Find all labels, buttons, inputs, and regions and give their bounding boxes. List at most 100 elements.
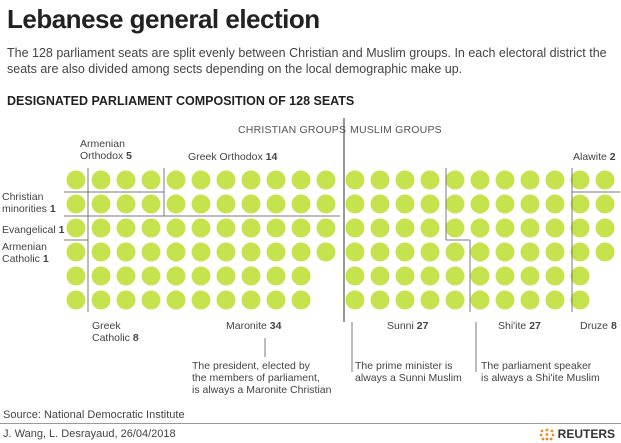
seat-muslim-37 [495, 170, 515, 190]
seat-christian-33 [191, 218, 211, 238]
seat-christian-12 [91, 290, 111, 310]
seat-christian-48 [241, 290, 261, 310]
footer-divider [0, 423, 621, 424]
seat-christian-20 [141, 194, 161, 214]
seat-muslim-28 [445, 242, 465, 262]
seat-muslim-10 [370, 242, 390, 262]
seat-muslim-20 [420, 194, 440, 214]
seat-christian-54 [266, 290, 286, 310]
label-alawite: Alawite 2 [573, 151, 616, 163]
seat-christian-10 [91, 242, 111, 262]
seat-muslim-45 [520, 218, 540, 238]
seat-christian-32 [191, 194, 211, 214]
seat-muslim-5 [345, 266, 365, 286]
seat-christian-42 [216, 290, 236, 310]
seat-muslim-29 [445, 266, 465, 286]
seat-muslim-26 [445, 194, 465, 214]
seat-muslim-46 [520, 242, 540, 262]
seat-christian-11 [91, 266, 111, 286]
seat-christian-17 [116, 266, 136, 286]
seat-muslim-60 [570, 290, 590, 310]
seat-christian-9 [91, 218, 111, 238]
seat-christian-3 [66, 218, 86, 238]
seat-muslim-18 [395, 290, 415, 310]
seat-christian-58 [291, 242, 311, 262]
seat-christian-2 [66, 194, 86, 214]
seat-christian-59 [291, 266, 311, 286]
label-armenian-catholic: Armenian Catholic 1 [2, 241, 49, 265]
page-title: Lebanese general election [7, 4, 320, 34]
label-sunni: Sunni 27 [387, 320, 429, 332]
annotation-shiite: The parliament speaker is always a Shi'it… [481, 360, 600, 384]
source-note: Source: National Democratic Institute [3, 409, 185, 421]
seat-muslim-51 [545, 218, 565, 238]
seat-muslim-48 [520, 290, 540, 310]
subtitle: The 128 parliament seats are split evenl… [7, 46, 607, 76]
seat-muslim-21 [420, 218, 440, 238]
seat-muslim-56 [570, 194, 590, 214]
seat-christian-15 [116, 218, 136, 238]
seat-muslim-17 [395, 266, 415, 286]
annotation-maronite: The president, elected by the members of … [192, 360, 332, 396]
seat-muslim-2 [345, 194, 365, 214]
reuters-logo-text: REUTERS [557, 427, 615, 441]
seat-christian-37 [216, 170, 236, 190]
seat-christian-27 [166, 218, 186, 238]
seat-muslim-22 [420, 242, 440, 262]
seat-muslim-50 [545, 194, 565, 214]
seat-muslim-33 [470, 218, 490, 238]
seat-christian-34 [191, 242, 211, 262]
seat-christian-41 [216, 266, 236, 286]
seat-muslim-44 [520, 194, 540, 214]
seat-muslim-34 [470, 242, 490, 262]
seat-muslim-11 [370, 266, 390, 286]
seat-muslim-41 [495, 266, 515, 286]
seat-muslim-9 [370, 218, 390, 238]
seat-christian-38 [216, 194, 236, 214]
seat-muslim-62 [595, 194, 615, 214]
seat-christian-60 [291, 290, 311, 310]
seat-muslim-31 [470, 170, 490, 190]
seat-christian-51 [266, 218, 286, 238]
seat-muslim-19 [420, 170, 440, 190]
seat-muslim-30 [445, 290, 465, 310]
seat-muslim-25 [445, 170, 465, 190]
seat-christian-52 [266, 242, 286, 262]
seat-muslim-47 [520, 266, 540, 286]
seat-muslim-6 [345, 290, 365, 310]
label-christian-minorities: Christian minorities 1 [2, 191, 56, 215]
reuters-logo: REUTERS [539, 427, 615, 441]
reuters-logo-icon [539, 428, 555, 440]
label-armenian-orthodox: Armenian Orthodox 5 [80, 138, 132, 162]
seat-christian-36 [191, 290, 211, 310]
seat-christian-25 [166, 170, 186, 190]
seat-christian-45 [241, 218, 261, 238]
seat-muslim-58 [570, 242, 590, 262]
seat-christian-44 [241, 194, 261, 214]
seat-muslim-23 [420, 266, 440, 286]
seat-christian-4 [66, 242, 86, 262]
seat-muslim-35 [470, 266, 490, 286]
credit-note: J. Wang, L. Desrayaud, 26/04/2018 [3, 428, 176, 440]
seat-christian-62 [316, 194, 336, 214]
seat-christian-6 [66, 290, 86, 310]
seat-muslim-3 [345, 218, 365, 238]
seat-christian-21 [141, 218, 161, 238]
seat-muslim-12 [370, 290, 390, 310]
seat-christian-43 [241, 170, 261, 190]
seat-muslim-63 [595, 218, 615, 238]
seat-muslim-14 [395, 194, 415, 214]
seat-christian-7 [91, 170, 111, 190]
seat-christian-13 [116, 170, 136, 190]
seat-muslim-1 [345, 170, 365, 190]
seat-christian-64 [316, 242, 336, 262]
seat-muslim-53 [545, 266, 565, 286]
seat-muslim-54 [545, 290, 565, 310]
seat-muslim-38 [495, 194, 515, 214]
muslim-groups-label: MUSLIM GROUPS [350, 124, 442, 136]
seat-muslim-15 [395, 218, 415, 238]
seat-muslim-43 [520, 170, 540, 190]
seat-muslim-8 [370, 194, 390, 214]
seat-christian-39 [216, 218, 236, 238]
